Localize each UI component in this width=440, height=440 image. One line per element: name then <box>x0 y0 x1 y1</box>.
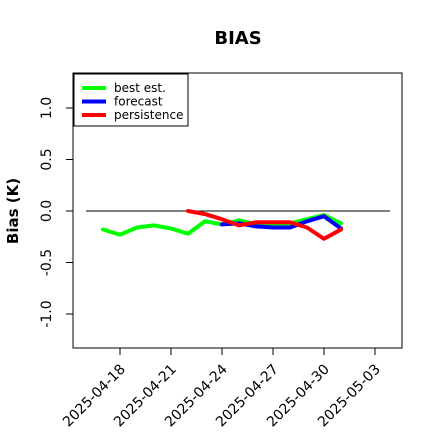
x-axis: 2025-04-182025-04-212025-04-242025-04-27… <box>60 347 384 430</box>
y-axis: 1.0 0.5 0.0 -0.5 -1.0 <box>39 97 74 328</box>
y-tick-label: 0.0 <box>39 200 55 222</box>
y-tick-label: 0.5 <box>39 148 55 170</box>
legend-label: forecast <box>114 95 163 109</box>
chart-title: BIAS <box>214 28 261 49</box>
series-line-persistence <box>186 209 343 241</box>
legend-label: best est. <box>114 81 166 95</box>
y-tick-label: -1.0 <box>39 300 55 327</box>
y-axis-label: Bias (K) <box>4 178 22 244</box>
series-layer <box>101 209 343 241</box>
y-tick-label: -0.5 <box>39 249 55 276</box>
y-tick-label: 1.0 <box>39 97 55 119</box>
legend-label: persistence <box>114 108 183 122</box>
